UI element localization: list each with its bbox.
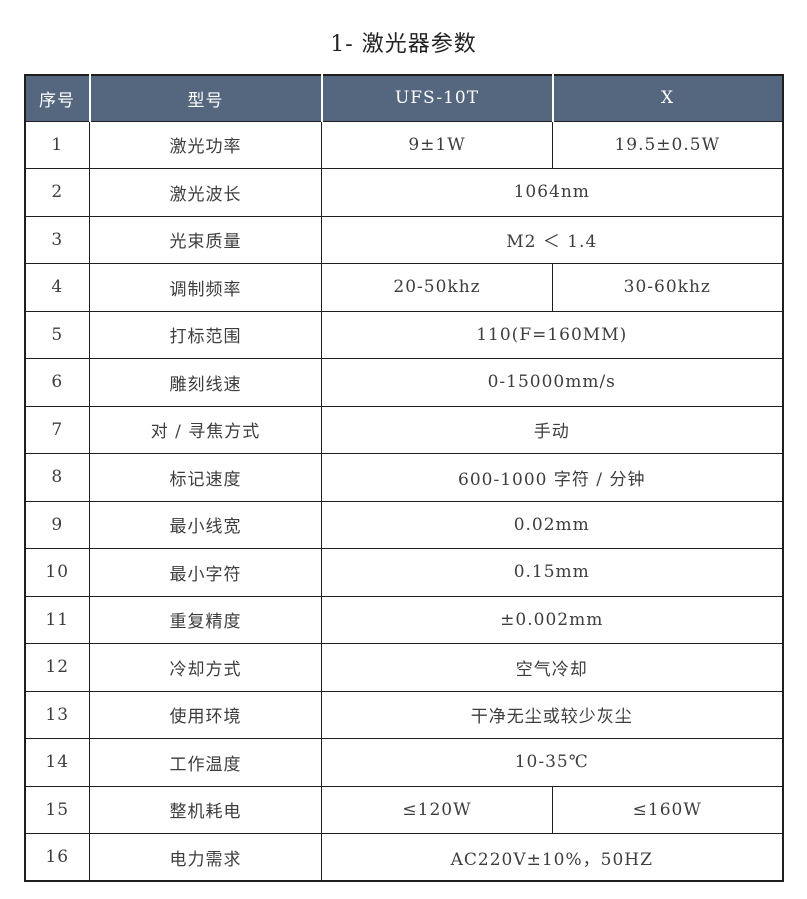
table-row: 11 重复精度 ±0.002mm: [24, 595, 783, 644]
header-col-index: 序号: [24, 75, 90, 122]
row-label: 工作温度: [89, 738, 322, 787]
row-value: 1064nm: [321, 168, 783, 217]
row-value: 110(F=160MM): [321, 310, 783, 359]
table-row: 15 整机耗电 ≤120W ≤160W: [24, 785, 783, 834]
page-title: 1- 激光器参数: [330, 32, 477, 57]
row-value: ≤160W: [552, 785, 783, 834]
table-row: 4 调制频率 20-50khz 30-60khz: [24, 263, 783, 312]
row-value: 0-15000mm/s: [321, 358, 783, 407]
row-label: 冷却方式: [89, 643, 322, 692]
row-value: ≤120W: [321, 785, 553, 834]
row-index: 15: [24, 785, 90, 834]
table-row: 7 对 / 寻焦方式 手动: [24, 405, 783, 454]
table-row: 14 工作温度 10-35℃: [24, 738, 783, 787]
table-row: 1 激光功率 9±1W 19.5±0.5W: [24, 120, 783, 169]
row-index: 9: [24, 500, 90, 549]
row-value: AC220V±10%，50HZ: [321, 833, 783, 882]
row-label: 整机耗电: [89, 785, 322, 834]
row-index: 10: [24, 548, 90, 597]
table-row: 6 雕刻线速 0-15000mm/s: [24, 358, 783, 407]
row-label: 使用环境: [89, 690, 322, 739]
row-label: 打标范围: [89, 310, 322, 359]
row-index: 5: [24, 310, 90, 359]
row-value: 10-35℃: [321, 738, 783, 787]
table-header-row: 序号 型号 UFS-10T X: [24, 75, 783, 122]
row-index: 6: [24, 358, 90, 407]
header-col-x: X: [551, 75, 783, 122]
row-value: M2 ＜ 1.4: [321, 215, 783, 264]
table-row: 16 电力需求 AC220V±10%，50HZ: [24, 833, 783, 882]
laser-spec-table: 序号 型号 UFS-10T X 1 激光功率 9±1W 19.5±0.5W 2 …: [23, 74, 784, 882]
row-index: 16: [24, 833, 90, 882]
row-label: 最小线宽: [89, 500, 322, 549]
row-value: 干净无尘或较少灰尘: [321, 690, 783, 739]
row-value: 20-50khz: [321, 263, 553, 312]
row-index: 12: [24, 643, 90, 692]
row-label: 电力需求: [89, 833, 322, 882]
table-row: 13 使用环境 干净无尘或较少灰尘: [24, 690, 783, 739]
row-index: 11: [24, 595, 90, 644]
table-row: 8 标记速度 600-1000 字符 / 分钟: [24, 453, 783, 502]
row-value: 30-60khz: [552, 263, 783, 312]
row-label: 重复精度: [89, 595, 322, 644]
row-value: 0.02mm: [321, 500, 783, 549]
row-index: 2: [24, 168, 90, 217]
row-index: 1: [24, 120, 90, 169]
row-value: 空气冷却: [321, 643, 783, 692]
row-label: 调制频率: [89, 263, 322, 312]
table-row: 3 光束质量 M2 ＜ 1.4: [24, 215, 783, 264]
table-row: 12 冷却方式 空气冷却: [24, 643, 783, 692]
table-row: 2 激光波长 1064nm: [24, 168, 783, 217]
row-value: 19.5±0.5W: [552, 120, 783, 169]
table-row: 9 最小线宽 0.02mm: [24, 500, 783, 549]
header-col-ufs10t: UFS-10T: [320, 75, 553, 122]
row-value: 9±1W: [321, 120, 553, 169]
row-value: ±0.002mm: [321, 595, 783, 644]
row-value: 600-1000 字符 / 分钟: [321, 453, 783, 502]
row-label: 雕刻线速: [89, 358, 322, 407]
row-value: 手动: [321, 405, 783, 454]
row-label: 对 / 寻焦方式: [89, 405, 322, 454]
row-index: 14: [24, 738, 90, 787]
table-row: 5 打标范围 110(F=160MM): [24, 310, 783, 359]
row-label: 激光功率: [89, 120, 322, 169]
row-index: 8: [24, 453, 90, 502]
row-index: 7: [24, 405, 90, 454]
table-row: 10 最小字符 0.15mm: [24, 548, 783, 597]
row-value: 0.15mm: [321, 548, 783, 597]
row-index: 4: [24, 263, 90, 312]
row-index: 13: [24, 690, 90, 739]
row-index: 3: [24, 215, 90, 264]
header-col-model: 型号: [88, 75, 322, 122]
row-label: 激光波长: [89, 168, 322, 217]
row-label: 光束质量: [89, 215, 322, 264]
row-label: 最小字符: [89, 548, 322, 597]
row-label: 标记速度: [89, 453, 322, 502]
